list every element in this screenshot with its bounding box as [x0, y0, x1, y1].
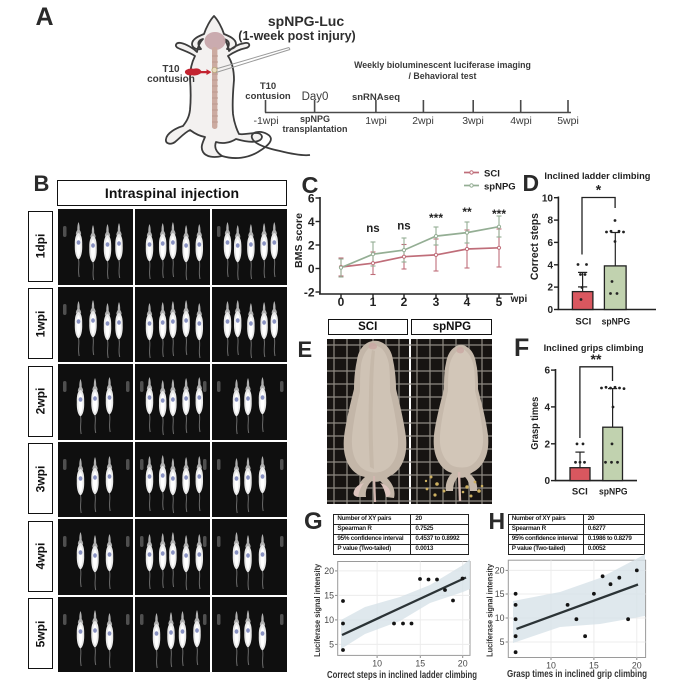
- svg-text:3: 3: [433, 295, 440, 309]
- svg-text:2: 2: [308, 238, 315, 252]
- svg-text:***: ***: [492, 207, 506, 221]
- svg-text:10: 10: [542, 193, 554, 204]
- svg-text:Inclined grips climbing: Inclined grips climbing: [544, 343, 644, 354]
- svg-text:Luciferase signal intensity: Luciferase signal intensity: [486, 563, 495, 657]
- svg-text:wpi: wpi: [510, 294, 528, 305]
- svg-text:0: 0: [338, 295, 345, 309]
- svg-text:BMS score: BMS score: [293, 213, 305, 268]
- svg-text:5: 5: [500, 637, 505, 647]
- svg-text:Correct steps: Correct steps: [529, 213, 541, 280]
- svg-text:***: ***: [429, 211, 443, 225]
- svg-text:SCI: SCI: [484, 169, 500, 180]
- svg-text:Correct steps in inclined ladd: Correct steps in inclined ladder climbin…: [327, 670, 477, 681]
- svg-text:2: 2: [544, 439, 550, 450]
- svg-text:6: 6: [547, 238, 553, 249]
- svg-text:6: 6: [308, 191, 315, 205]
- svg-text:2: 2: [401, 295, 408, 309]
- svg-text:ns: ns: [366, 223, 379, 235]
- svg-text:Inclined ladder climbing: Inclined ladder climbing: [544, 171, 650, 182]
- svg-text:8: 8: [547, 216, 553, 227]
- svg-text:4: 4: [464, 295, 471, 309]
- svg-text:15: 15: [324, 590, 334, 600]
- svg-text:6: 6: [544, 366, 550, 377]
- svg-text:20: 20: [458, 659, 468, 669]
- svg-text:10: 10: [495, 613, 505, 623]
- svg-text:SCI: SCI: [575, 317, 591, 328]
- svg-text:0: 0: [308, 262, 315, 276]
- svg-text:4: 4: [308, 215, 315, 229]
- svg-text:15: 15: [415, 659, 425, 669]
- svg-text:*: *: [596, 182, 602, 198]
- svg-text:4: 4: [547, 260, 553, 271]
- svg-text:spNPG: spNPG: [599, 487, 628, 498]
- svg-text:15: 15: [495, 589, 505, 599]
- svg-text:4: 4: [544, 403, 550, 414]
- svg-text:ns: ns: [397, 221, 410, 233]
- svg-text:20: 20: [324, 566, 334, 576]
- svg-text:**: **: [591, 351, 602, 367]
- svg-text:SCI: SCI: [572, 487, 588, 498]
- svg-text:**: **: [462, 205, 472, 219]
- svg-text:1: 1: [370, 295, 377, 309]
- svg-text:10: 10: [546, 661, 556, 671]
- svg-text:0: 0: [547, 305, 553, 316]
- svg-text:20: 20: [495, 565, 505, 575]
- svg-text:5: 5: [329, 639, 334, 649]
- svg-text:spNPG: spNPG: [602, 317, 631, 328]
- svg-text:20: 20: [632, 661, 642, 671]
- svg-text:5: 5: [496, 295, 503, 309]
- svg-text:Grasp times: Grasp times: [530, 396, 541, 449]
- svg-text:0: 0: [544, 476, 550, 487]
- svg-text:2: 2: [547, 283, 553, 294]
- svg-text:-2: -2: [304, 285, 315, 299]
- svg-text:15: 15: [589, 661, 599, 671]
- svg-text:Grasp times in inclined grip c: Grasp times in inclined grip climbing: [507, 669, 647, 680]
- svg-text:Luciferase signal intensity: Luciferase signal intensity: [313, 563, 322, 657]
- svg-text:10: 10: [372, 659, 382, 669]
- svg-text:10: 10: [324, 615, 334, 625]
- svg-text:spNPG: spNPG: [484, 182, 516, 193]
